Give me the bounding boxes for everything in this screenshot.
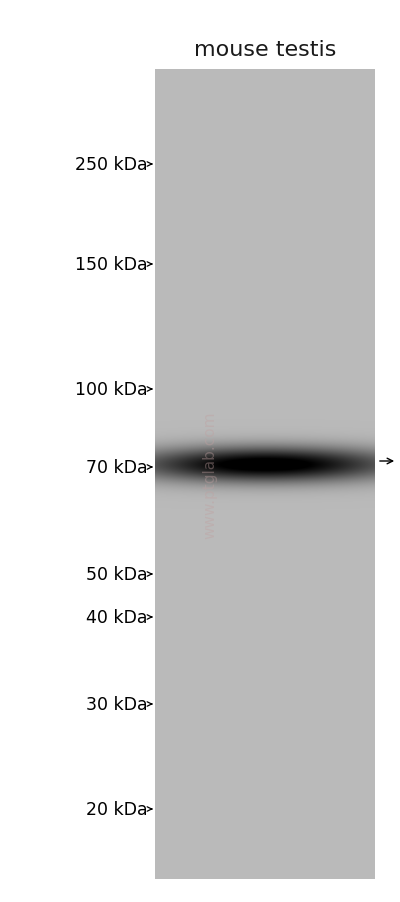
Text: 70 kDa: 70 kDa — [86, 458, 148, 476]
Text: 20 kDa: 20 kDa — [86, 800, 148, 818]
Text: mouse testis: mouse testis — [194, 40, 336, 60]
Text: 250 kDa: 250 kDa — [75, 156, 148, 174]
Text: 30 kDa: 30 kDa — [86, 695, 148, 713]
Text: 50 kDa: 50 kDa — [86, 566, 148, 584]
Text: 150 kDa: 150 kDa — [75, 255, 148, 273]
Text: www.ptglab.com: www.ptglab.com — [202, 410, 218, 538]
Text: 100 kDa: 100 kDa — [75, 381, 148, 399]
Text: 40 kDa: 40 kDa — [86, 608, 148, 626]
